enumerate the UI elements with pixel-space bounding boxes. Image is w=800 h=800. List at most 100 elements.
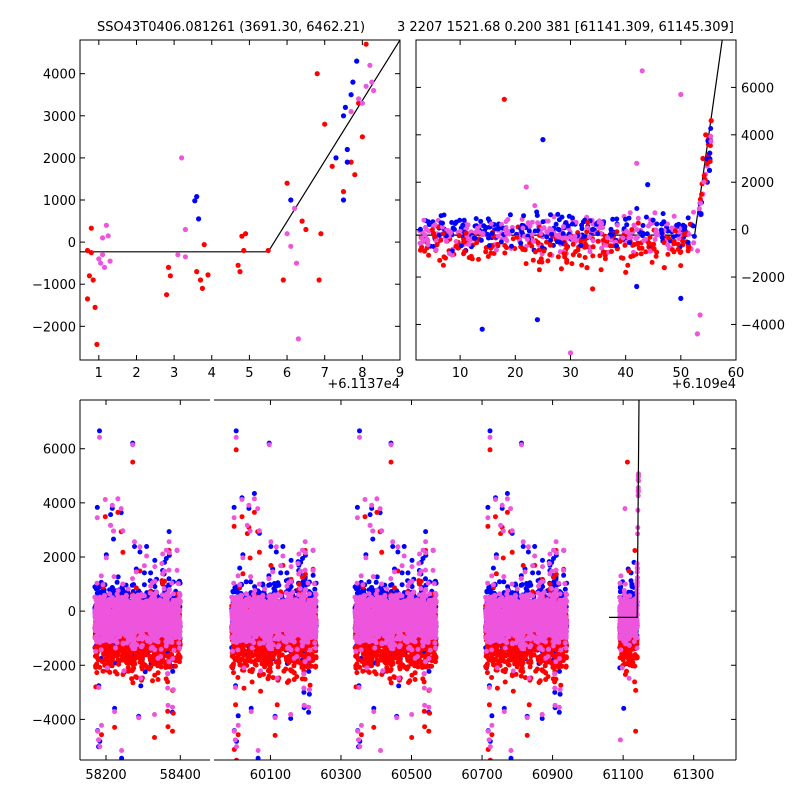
pink-point — [145, 638, 151, 644]
blue-point — [498, 239, 504, 245]
blue-point — [518, 240, 524, 246]
red-point — [530, 257, 536, 263]
red-point — [671, 238, 677, 244]
pink-point — [130, 646, 136, 651]
red-point — [595, 238, 601, 244]
red-point — [700, 155, 706, 162]
pink-point — [367, 62, 373, 68]
pink-point — [446, 251, 452, 257]
pink-point — [439, 224, 445, 230]
red-point — [426, 252, 432, 258]
red-point — [620, 255, 626, 261]
pink-point — [620, 235, 626, 241]
blue-point — [555, 226, 561, 232]
title-left: SSO43T0406.081261 (3691.30, 6462.21) — [97, 20, 365, 35]
pink-point — [93, 648, 99, 654]
red-point — [120, 549, 126, 555]
blue-point — [288, 716, 294, 721]
model-line — [80, 40, 400, 253]
red-point — [422, 248, 427, 254]
pink-point — [107, 591, 113, 597]
pink-point — [572, 233, 578, 239]
pink-point — [363, 83, 369, 89]
pink-point — [117, 609, 123, 615]
red-point — [243, 231, 249, 237]
red-point — [99, 732, 104, 738]
blue-point — [251, 491, 257, 496]
pink-point — [647, 221, 653, 227]
pink-point — [175, 252, 181, 258]
pink-point — [174, 567, 180, 573]
pink-point — [573, 238, 579, 244]
blue-point — [104, 763, 109, 768]
pink-point — [177, 645, 182, 651]
blue-point — [566, 213, 572, 219]
red-point — [314, 71, 320, 77]
pink-point — [562, 235, 568, 241]
blue-point — [548, 237, 554, 243]
pink-point — [164, 611, 169, 617]
x-tick-label: 5 — [245, 366, 253, 381]
red-point — [590, 253, 596, 259]
blue-point — [452, 221, 458, 226]
pink-point — [144, 553, 150, 559]
red-point — [590, 286, 596, 292]
pink-point — [115, 617, 121, 623]
red-point — [510, 236, 516, 242]
blue-point — [148, 570, 154, 576]
pink-point — [170, 631, 176, 637]
blue-point — [685, 215, 691, 221]
pink-point — [529, 231, 535, 237]
red-point — [501, 96, 507, 102]
red-point — [116, 661, 122, 667]
pink-point — [567, 234, 573, 240]
red-point — [701, 173, 707, 178]
red-point — [466, 255, 472, 261]
pink-point — [98, 260, 104, 266]
blue-point — [120, 590, 126, 596]
red-point — [583, 241, 588, 247]
red-point — [661, 240, 667, 246]
pink-point — [545, 218, 551, 224]
pink-point — [590, 221, 596, 227]
title-right: 3 2207 1521.68 0.200 381 [61141.309, 611… — [397, 20, 734, 35]
blue-point — [233, 589, 238, 595]
blue-point — [192, 198, 198, 204]
pink-point — [635, 215, 641, 221]
pink-point — [133, 642, 139, 647]
pink-point — [626, 235, 632, 241]
pink-point — [137, 544, 143, 550]
blue-point — [141, 582, 147, 588]
pink-point — [631, 222, 637, 228]
pink-point — [295, 336, 301, 342]
model-line — [416, 40, 723, 236]
pink-point — [142, 619, 148, 625]
blue-point — [485, 216, 491, 222]
pink-point — [100, 631, 106, 637]
pink-point — [293, 260, 300, 266]
red-point — [140, 660, 145, 666]
red-point — [600, 249, 606, 255]
pink-point — [369, 79, 375, 85]
red-point — [103, 647, 109, 653]
pink-point — [148, 583, 154, 589]
red-point — [173, 663, 178, 669]
pink-point — [96, 685, 102, 690]
pink-point — [652, 237, 658, 242]
pink-point — [627, 210, 633, 216]
blue-point — [92, 584, 98, 590]
blue-point — [196, 216, 202, 222]
red-point — [699, 191, 704, 197]
pink-point — [158, 601, 164, 607]
pink-point — [695, 248, 701, 254]
pink-point — [98, 573, 104, 579]
red-point — [133, 585, 139, 591]
pink-point — [116, 626, 122, 632]
plot-area — [92, 428, 183, 768]
red-point — [703, 132, 709, 138]
blue-point — [553, 221, 559, 227]
blue-point — [540, 137, 546, 143]
pink-point — [614, 222, 620, 228]
pink-point — [96, 623, 102, 629]
blue-point — [478, 218, 484, 224]
